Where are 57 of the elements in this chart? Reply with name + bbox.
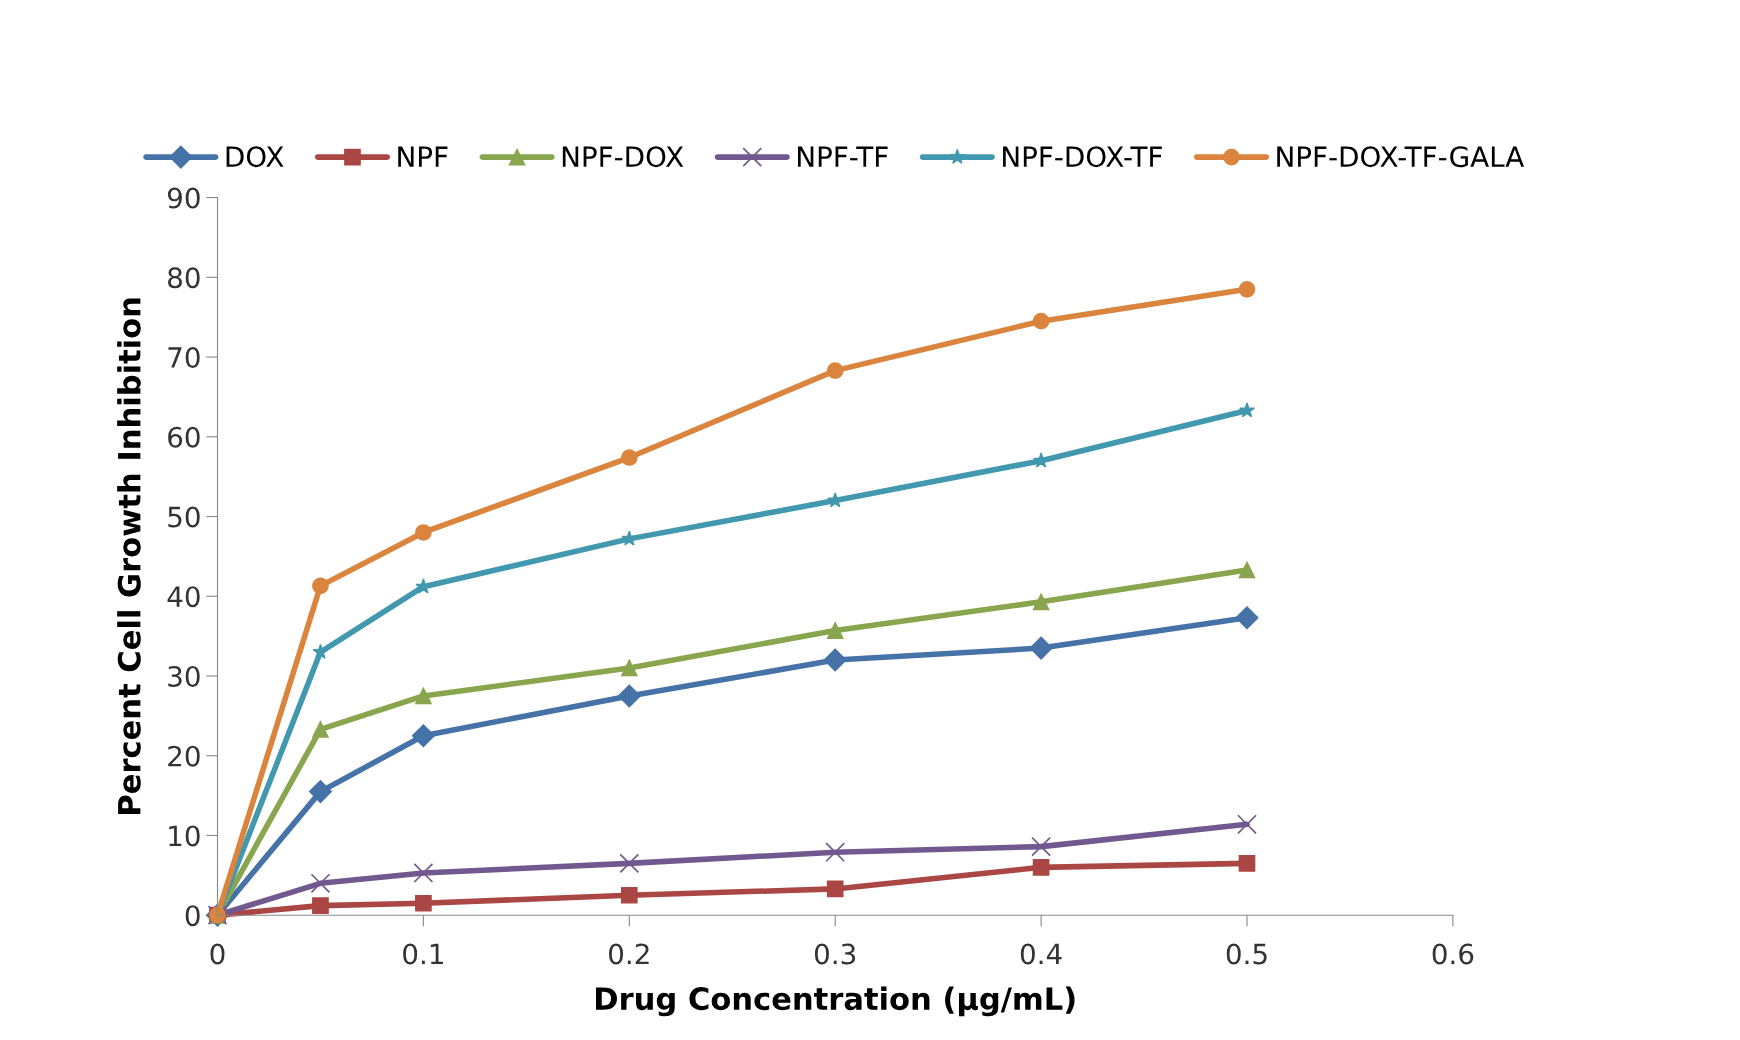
y-tick-label: 70 — [168, 347, 200, 369]
x-tick-label: 0 — [210, 943, 225, 965]
y-tick-label: 10 — [169, 825, 200, 847]
point — [826, 622, 844, 639]
point — [620, 659, 638, 677]
point — [1032, 859, 1050, 876]
point — [617, 684, 641, 708]
legend-label: NPF-TF — [798, 146, 888, 167]
point — [1029, 636, 1053, 660]
legend-label: NPF-DOX-TF-GALA — [1277, 146, 1525, 168]
y-tick-label: 20 — [168, 745, 200, 767]
point — [1031, 836, 1051, 857]
y-tick-label: 40 — [167, 586, 200, 608]
point — [310, 873, 331, 894]
point — [413, 863, 434, 883]
x-tick-label: 0.1 — [403, 943, 443, 965]
y-tick-label: 60 — [168, 426, 200, 448]
x-tick-label: 0.6 — [1432, 943, 1474, 965]
point — [1032, 312, 1050, 330]
point — [312, 721, 329, 738]
point — [312, 577, 329, 595]
legend-label: NPF — [398, 146, 448, 167]
x-tick-label: 0.3 — [814, 943, 856, 965]
point — [312, 897, 329, 914]
y-tick-label: 50 — [168, 506, 200, 528]
point — [1238, 855, 1256, 872]
point — [1238, 561, 1256, 579]
point — [415, 687, 432, 705]
point — [826, 880, 844, 898]
point — [415, 524, 432, 541]
y-tick-label: 0 — [185, 905, 200, 927]
y-tick-label: 30 — [168, 665, 200, 687]
point — [308, 780, 332, 804]
x-tick-label: 0.4 — [1020, 943, 1062, 965]
point — [620, 449, 638, 466]
point — [1032, 593, 1050, 611]
y-tick-label: 90 — [167, 187, 200, 209]
point — [1235, 606, 1259, 630]
legend-label: NPF-DOX — [562, 146, 684, 168]
legend-label: NPF-DOX-TF — [1003, 146, 1162, 168]
point — [825, 842, 846, 863]
point — [312, 643, 329, 659]
y-tick-label: 80 — [168, 267, 200, 289]
x-tick-label: 0.5 — [1226, 943, 1267, 965]
point — [1238, 280, 1256, 298]
x-tick-label: 0.2 — [609, 943, 649, 965]
point — [826, 362, 844, 379]
x-axis-title: Drug Concentration (µg/mL) — [596, 986, 1075, 1017]
point — [1237, 814, 1257, 835]
point — [1239, 402, 1255, 418]
point — [619, 853, 640, 874]
point — [823, 648, 847, 672]
point — [620, 886, 638, 904]
y-axis-title: Percent Cell Growth Inhibition — [117, 298, 141, 814]
point — [411, 724, 435, 748]
point — [415, 894, 432, 912]
legend-label: DOX — [226, 146, 284, 168]
